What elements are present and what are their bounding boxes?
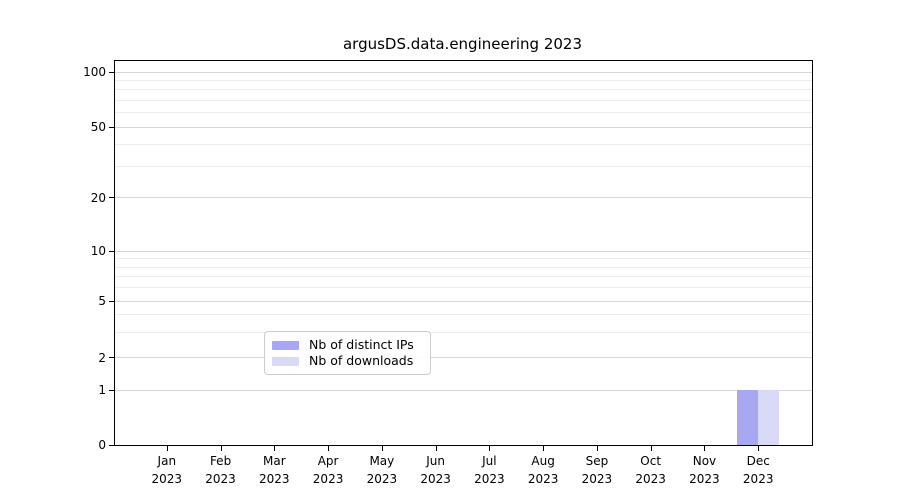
x-tick-label: Jul 2023 (474, 454, 505, 486)
bar-nb-of-distinct-ips (737, 390, 759, 445)
y-gridline-major (115, 357, 812, 359)
y-tick (109, 389, 114, 391)
chart-title: argusDS.data.engineering 2023 (342, 35, 583, 53)
y-tick (109, 357, 114, 359)
y-tick-label: 5 (98, 294, 106, 308)
x-tick (650, 446, 652, 451)
x-tick (489, 446, 491, 451)
legend-label-downloads: Nb of downloads (309, 352, 414, 368)
x-tick-label: Dec 2023 (742, 454, 774, 486)
y-tick-label: 0 (98, 438, 106, 452)
legend-label-distinct-ips: Nb of distinct IPs (309, 336, 414, 352)
x-tick-label: Aug 2023 (527, 454, 559, 486)
x-tick-label: May 2023 (366, 454, 398, 486)
y-gridline-minor (115, 112, 812, 114)
x-tick (274, 446, 276, 451)
y-gridline-major (115, 197, 812, 199)
y-gridline-minor (115, 165, 812, 167)
y-gridline-major (115, 126, 812, 128)
x-tick (758, 446, 760, 451)
y-tick-label: 100 (83, 65, 106, 79)
y-tick (109, 197, 114, 199)
legend-entry-downloads: Nb of downloads (272, 353, 422, 369)
y-tick (109, 300, 114, 302)
x-tick-label: Mar 2023 (259, 454, 290, 486)
x-tick (596, 446, 598, 451)
y-gridline-major (115, 71, 812, 73)
x-tick (166, 446, 168, 451)
y-gridline-major (115, 250, 812, 252)
y-tick (109, 250, 114, 252)
x-tick-label: Sep 2023 (581, 454, 613, 486)
y-gridline-minor (115, 99, 812, 101)
y-gridline-minor (115, 266, 812, 268)
y-gridline-major (115, 389, 812, 391)
x-tick (220, 446, 222, 451)
y-tick-label: 1 (98, 383, 106, 397)
y-gridline-minor (115, 314, 812, 316)
x-tick (381, 446, 383, 451)
y-tick-label: 50 (90, 120, 106, 134)
bar-nb-of-downloads (758, 390, 780, 445)
plot-area: 0 1 2 5 10 20 50 100 Jan 2023 Feb 2023 Mar 2023 Apr… (83, 60, 813, 486)
y-gridline-minor (115, 143, 812, 145)
y-gridline-minor (115, 89, 812, 91)
legend-swatch-downloads-icon (272, 356, 299, 366)
x-tick-label: Oct 2023 (635, 454, 666, 486)
legend-entry-distinct-ips: Nb of distinct IPs (272, 337, 422, 353)
x-tick (435, 446, 437, 451)
x-tick (328, 446, 330, 451)
legend: Nb of distinct IPs Nb of downloads (264, 331, 431, 375)
x-tick (704, 446, 706, 451)
y-tick (109, 444, 114, 446)
x-tick-label: Jun 2023 (420, 454, 451, 486)
y-gridline-minor (115, 332, 812, 334)
y-gridline-minor (115, 287, 812, 289)
y-gridline-minor (115, 79, 812, 81)
y-tick (109, 71, 114, 73)
x-tick (543, 446, 545, 451)
x-tick-label: Apr 2023 (312, 454, 344, 486)
y-tick-label: 10 (90, 244, 106, 258)
y-tick-label: 20 (90, 190, 106, 205)
legend-swatch-distinct-ips-icon (272, 340, 299, 350)
y-tick (109, 126, 114, 128)
x-tick-label: Feb 2023 (205, 454, 236, 486)
x-tick-label: Nov 2023 (689, 454, 720, 486)
y-tick-label: 2 (98, 350, 106, 365)
x-tick-label: Jan 2023 (151, 454, 183, 486)
y-gridline-major (115, 300, 812, 302)
y-gridline-minor (115, 276, 812, 278)
y-gridline-minor (115, 258, 812, 260)
